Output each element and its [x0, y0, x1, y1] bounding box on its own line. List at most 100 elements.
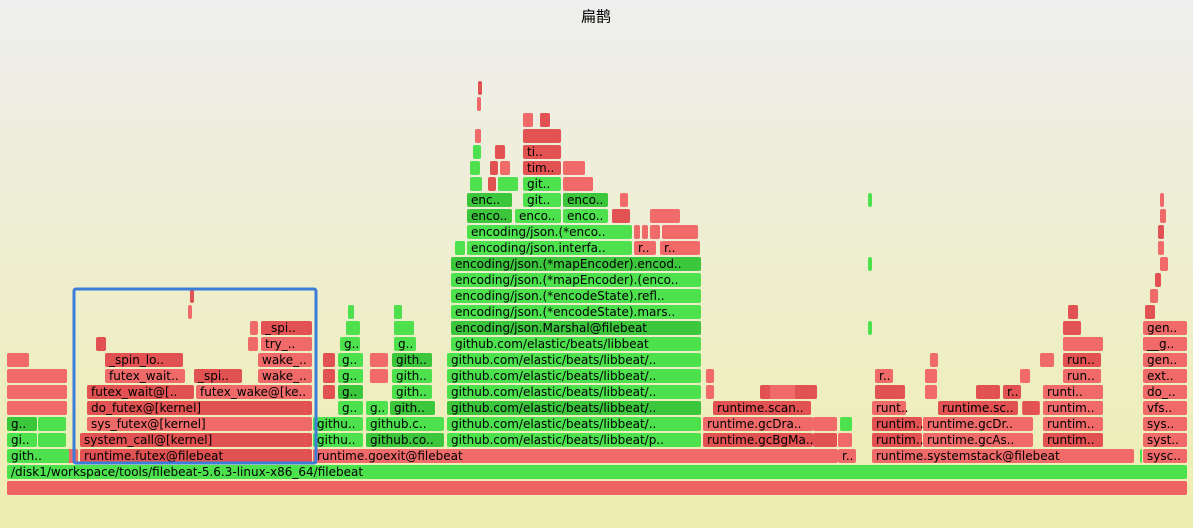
frame[interactable] — [713, 401, 811, 415]
frame[interactable] — [470, 177, 482, 191]
frame[interactable] — [196, 385, 312, 399]
frame[interactable] — [338, 369, 363, 383]
frame[interactable] — [394, 321, 414, 335]
frame[interactable] — [540, 113, 550, 127]
frame[interactable] — [770, 385, 798, 399]
frame[interactable] — [1043, 385, 1103, 399]
frame[interactable] — [634, 241, 656, 255]
frame[interactable] — [80, 449, 312, 463]
frame[interactable] — [795, 385, 817, 399]
frame[interactable] — [478, 81, 482, 95]
frame[interactable] — [392, 353, 432, 367]
frame[interactable] — [1150, 289, 1158, 303]
frame[interactable] — [875, 385, 905, 399]
frame[interactable] — [7, 417, 37, 431]
frame[interactable] — [258, 369, 312, 383]
frame[interactable] — [451, 305, 701, 319]
frame[interactable] — [1143, 369, 1187, 383]
frame[interactable] — [451, 321, 701, 335]
frame[interactable] — [938, 401, 1018, 415]
frame[interactable] — [447, 369, 701, 383]
frame[interactable] — [500, 161, 510, 175]
frame[interactable] — [313, 417, 363, 431]
frame[interactable] — [338, 385, 363, 399]
frame[interactable] — [366, 401, 388, 415]
frame[interactable] — [1143, 353, 1187, 367]
frame[interactable] — [523, 129, 561, 143]
frame[interactable] — [1003, 385, 1021, 399]
frame[interactable] — [470, 161, 480, 175]
frame[interactable] — [7, 369, 67, 383]
frame[interactable] — [498, 177, 518, 191]
frame[interactable] — [1143, 401, 1187, 415]
frame[interactable] — [390, 401, 435, 415]
frame[interactable] — [1155, 273, 1161, 287]
frame[interactable] — [650, 225, 660, 239]
frame[interactable] — [1143, 385, 1187, 399]
frame[interactable] — [872, 401, 906, 415]
frame[interactable] — [248, 337, 258, 351]
frame[interactable] — [80, 433, 312, 447]
frame[interactable] — [1160, 193, 1164, 207]
frame[interactable] — [258, 353, 312, 367]
frame[interactable] — [523, 113, 533, 127]
frame[interactable] — [872, 449, 1134, 463]
frame[interactable] — [323, 369, 335, 383]
frame[interactable] — [1063, 353, 1101, 367]
frame[interactable] — [366, 433, 444, 447]
frame[interactable] — [455, 241, 465, 255]
frame[interactable] — [838, 433, 852, 447]
frame[interactable] — [7, 465, 1187, 479]
frame[interactable] — [346, 321, 360, 335]
frame[interactable] — [642, 225, 648, 239]
frame[interactable] — [394, 305, 402, 319]
frame[interactable] — [660, 241, 700, 255]
frame[interactable] — [451, 337, 701, 351]
frame[interactable] — [703, 417, 813, 431]
frame[interactable] — [366, 417, 444, 431]
frame[interactable] — [1023, 401, 1039, 415]
frame[interactable] — [394, 337, 416, 351]
frame[interactable] — [1143, 449, 1187, 463]
frame[interactable] — [706, 385, 714, 399]
frame[interactable] — [250, 321, 258, 335]
frame[interactable] — [620, 193, 628, 207]
frame[interactable] — [338, 401, 363, 415]
frame[interactable] — [872, 417, 922, 431]
frame[interactable] — [105, 353, 183, 367]
frame[interactable] — [451, 273, 701, 287]
frame[interactable] — [650, 209, 680, 223]
frame[interactable] — [473, 145, 481, 159]
frame[interactable] — [87, 401, 312, 415]
frame[interactable] — [490, 161, 498, 175]
frame[interactable] — [495, 145, 505, 159]
frame[interactable] — [1143, 433, 1187, 447]
frame[interactable] — [323, 353, 335, 367]
frame[interactable] — [563, 209, 608, 223]
frame[interactable] — [662, 225, 698, 239]
frame[interactable] — [1063, 369, 1101, 383]
frame[interactable] — [7, 401, 67, 415]
frame[interactable] — [612, 209, 630, 223]
frame[interactable] — [467, 225, 632, 239]
frame[interactable] — [7, 433, 37, 447]
frame[interactable] — [563, 193, 608, 207]
frame[interactable] — [1143, 321, 1187, 335]
frame[interactable] — [340, 337, 360, 351]
frame[interactable] — [1160, 257, 1168, 271]
frame[interactable] — [194, 369, 242, 383]
frame[interactable] — [38, 417, 66, 431]
frame[interactable] — [261, 321, 312, 335]
frame[interactable] — [370, 353, 388, 367]
frame[interactable] — [451, 257, 701, 271]
frame[interactable] — [1145, 305, 1155, 319]
frame[interactable] — [563, 177, 593, 191]
frame[interactable] — [261, 337, 312, 351]
root-frame[interactable] — [7, 481, 1187, 495]
frame[interactable] — [868, 257, 872, 271]
frame[interactable] — [515, 209, 561, 223]
frame[interactable] — [868, 193, 872, 207]
frame[interactable] — [467, 193, 512, 207]
frame[interactable] — [87, 417, 312, 431]
frame[interactable] — [1143, 417, 1187, 431]
